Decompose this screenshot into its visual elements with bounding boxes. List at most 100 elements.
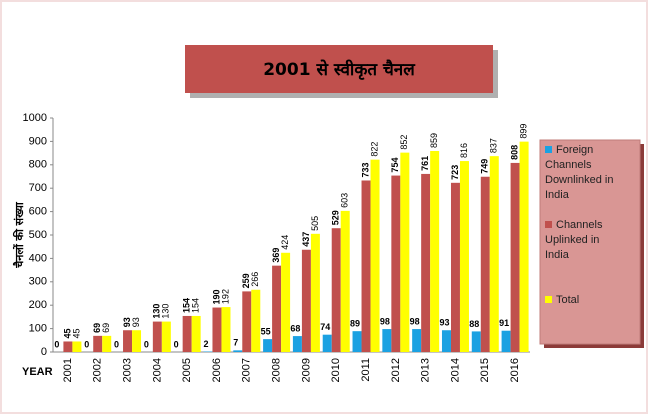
x-tick-label: 2001 xyxy=(62,358,74,382)
data-label: 45 xyxy=(71,328,81,338)
legend-swatch xyxy=(545,221,552,228)
data-label: 761 xyxy=(420,156,430,171)
data-label: 91 xyxy=(499,318,509,328)
bar xyxy=(93,336,102,352)
bar xyxy=(263,339,272,352)
data-label: 93 xyxy=(131,317,141,327)
bar xyxy=(460,161,469,352)
bar xyxy=(192,316,201,352)
x-tick-label: 2009 xyxy=(300,358,312,382)
data-label: 816 xyxy=(459,143,469,158)
x-tick-label: 2015 xyxy=(479,358,491,382)
data-label: 754 xyxy=(390,158,400,173)
x-tick-label: 2011 xyxy=(360,358,372,382)
data-label: 808 xyxy=(509,145,519,160)
bar xyxy=(233,350,242,352)
bar xyxy=(311,234,320,352)
data-label: 0 xyxy=(174,339,179,349)
data-label: 74 xyxy=(320,322,330,332)
y-tick-label: 800 xyxy=(29,159,47,171)
bar xyxy=(382,329,391,352)
x-tick-label: 2006 xyxy=(211,358,223,382)
y-tick-label: 400 xyxy=(29,252,47,264)
data-label: 822 xyxy=(369,142,379,157)
data-label: 88 xyxy=(469,319,479,329)
bar xyxy=(371,160,380,352)
x-tick-label: 2005 xyxy=(181,358,193,382)
bar xyxy=(481,177,490,352)
bar xyxy=(520,142,529,352)
bar xyxy=(293,336,302,352)
data-label: 733 xyxy=(360,162,370,177)
data-label: 852 xyxy=(399,135,409,150)
bar xyxy=(221,307,230,352)
data-label: 749 xyxy=(480,159,490,174)
bar xyxy=(102,336,111,352)
data-label: 192 xyxy=(220,289,230,304)
bar xyxy=(183,316,192,352)
y-tick-label: 1000 xyxy=(23,112,47,124)
bar xyxy=(490,156,499,352)
x-tick-label: 2002 xyxy=(92,358,104,382)
data-label: 93 xyxy=(439,318,449,328)
bar xyxy=(442,330,451,352)
bar xyxy=(502,331,511,352)
data-label: 529 xyxy=(331,210,341,225)
data-label: 424 xyxy=(280,235,290,250)
x-tick-label: 2013 xyxy=(420,358,432,382)
y-tick-label: 0 xyxy=(41,346,47,358)
bar xyxy=(511,163,520,352)
y-tick-label: 900 xyxy=(29,135,47,147)
data-label: 55 xyxy=(261,327,271,337)
data-label: 859 xyxy=(429,133,439,148)
y-tick-label: 500 xyxy=(29,229,47,241)
data-label: 0 xyxy=(84,339,89,349)
data-label: 723 xyxy=(450,165,460,180)
data-label: 7 xyxy=(233,338,238,348)
bar xyxy=(341,211,350,352)
data-label: 154 xyxy=(191,298,201,313)
bar xyxy=(391,176,400,352)
x-tick-label: 2003 xyxy=(121,358,133,382)
data-label: 266 xyxy=(250,272,260,287)
bar xyxy=(72,341,81,352)
bar xyxy=(362,180,371,352)
data-label: 899 xyxy=(518,124,528,139)
data-label: 0 xyxy=(114,339,119,349)
data-label: 68 xyxy=(290,323,300,333)
data-label: 603 xyxy=(340,193,350,208)
x-tick-label: 2014 xyxy=(449,358,461,382)
data-label: 2 xyxy=(203,339,208,349)
y-tick-label: 300 xyxy=(29,276,47,288)
x-tick-label: 2007 xyxy=(241,358,253,382)
bar xyxy=(421,174,430,352)
bar xyxy=(302,250,311,352)
bar xyxy=(212,308,221,352)
bar xyxy=(251,290,260,352)
data-label: 69 xyxy=(101,323,111,333)
legend-swatch xyxy=(545,296,552,303)
y-tick-label: 600 xyxy=(29,206,47,218)
x-axis-label: YEAR xyxy=(22,366,53,378)
bar xyxy=(153,322,162,352)
data-label: 130 xyxy=(161,304,171,319)
bar xyxy=(123,330,132,352)
data-label: 437 xyxy=(301,232,311,247)
y-tick-label: 700 xyxy=(29,182,47,194)
bar xyxy=(272,266,281,352)
bar xyxy=(332,228,341,352)
x-tick-label: 2016 xyxy=(509,358,521,382)
legend-label: Total xyxy=(556,294,579,306)
data-label: 0 xyxy=(144,339,149,349)
y-tick-label: 200 xyxy=(29,299,47,311)
data-label: 837 xyxy=(489,138,499,153)
bar xyxy=(162,322,171,352)
x-tick-label: 2010 xyxy=(330,358,342,382)
x-tick-label: 2008 xyxy=(271,358,283,382)
y-tick-label: 100 xyxy=(29,323,47,335)
bar xyxy=(353,331,362,352)
bar xyxy=(451,183,460,352)
bar xyxy=(472,331,481,352)
y-axis-label: चैनलों की संख्या xyxy=(12,201,26,269)
